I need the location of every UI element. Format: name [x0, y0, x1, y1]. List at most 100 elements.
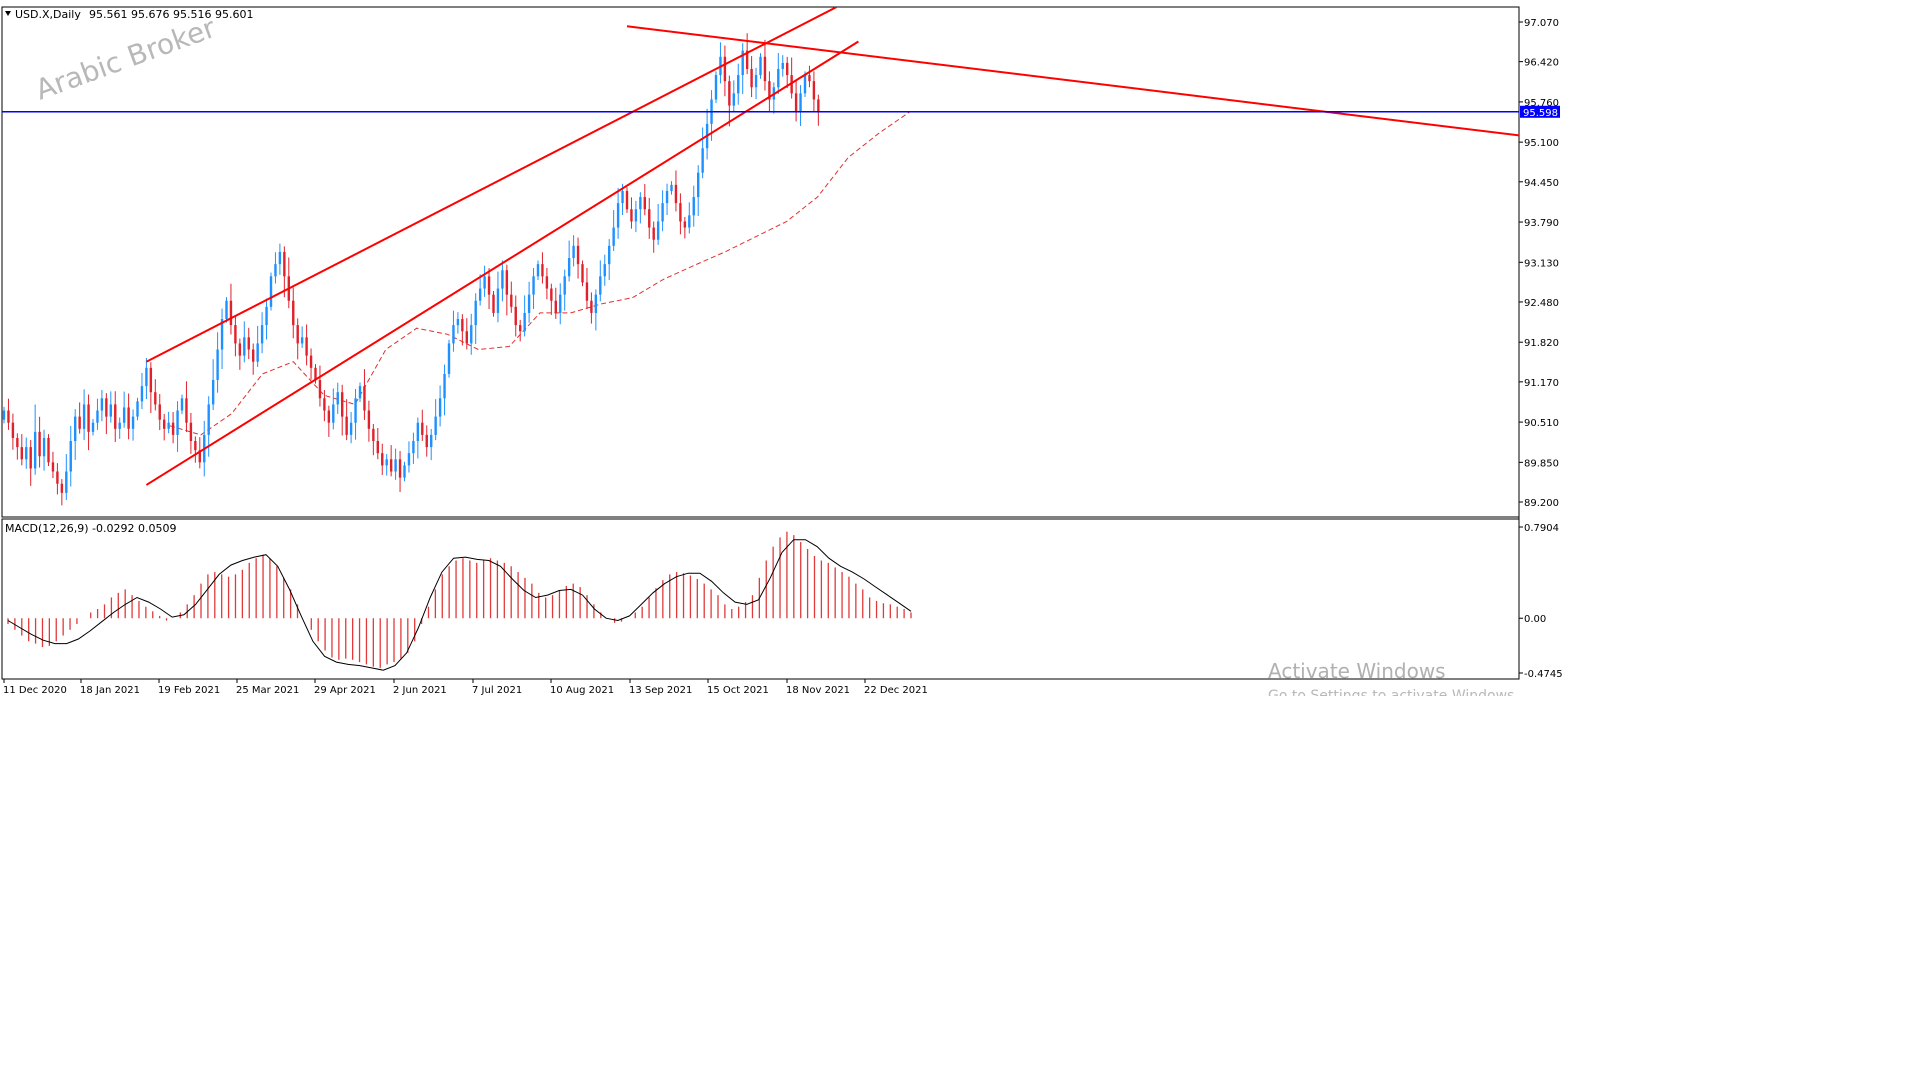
- candle-body: [198, 450, 201, 463]
- price-pane[interactable]: [1, 6, 1520, 518]
- time-tick-label: 15 Oct 2021: [707, 685, 769, 696]
- price-axis: 97.070 96.420 95.760 95.100 94.450 93.790 93.1…: [1519, 18, 1559, 509]
- candle: [625, 187, 629, 213]
- candle: [737, 63, 740, 105]
- candle: [492, 290, 495, 317]
- candle: [536, 260, 540, 280]
- candle-body: [300, 337, 304, 344]
- candle-body: [723, 56, 727, 82]
- candle-body: [603, 264, 606, 277]
- candle-body: [648, 209, 651, 228]
- candle-body: [407, 453, 411, 466]
- price-label-text: 95.598: [1523, 108, 1558, 119]
- candle-body: [69, 441, 72, 472]
- candle: [759, 53, 762, 79]
- candle: [69, 426, 72, 487]
- candle-body: [461, 319, 464, 332]
- candle-body: [670, 184, 673, 191]
- candle-body: [759, 56, 762, 76]
- candle: [670, 181, 673, 195]
- candle: [65, 454, 68, 500]
- candle-body: [634, 209, 638, 222]
- candle: [60, 479, 64, 506]
- candle-body: [532, 276, 535, 295]
- candle-body: [505, 270, 509, 295]
- price-tick-label: 95.760: [1524, 98, 1559, 109]
- price-tick-label: 89.200: [1524, 498, 1559, 509]
- candle-body: [354, 398, 357, 423]
- candle: [33, 404, 37, 475]
- candle-body: [145, 367, 148, 387]
- candle-body: [487, 276, 491, 295]
- candle: [318, 365, 322, 407]
- trendline-layer[interactable]: 95.598: [2, 0, 1748, 486]
- candle-body: [296, 325, 299, 344]
- candle: [612, 210, 615, 252]
- candle: [29, 440, 32, 486]
- candle-body: [652, 227, 655, 240]
- candle: [567, 240, 571, 282]
- candle-body: [496, 288, 500, 313]
- candle-body: [438, 398, 442, 417]
- candle-body: [794, 93, 798, 112]
- candle: [376, 427, 379, 460]
- candle: [661, 190, 664, 232]
- candle: [131, 409, 135, 441]
- candle: [688, 202, 691, 234]
- candle: [25, 437, 28, 469]
- candle: [519, 319, 522, 342]
- candle: [599, 260, 602, 302]
- candle: [127, 393, 130, 440]
- candle-body: [612, 227, 615, 246]
- symbol-menu-icon[interactable]: [5, 11, 11, 16]
- candle: [777, 53, 780, 94]
- candle-body: [367, 410, 371, 429]
- price-tick-label: 89.850: [1524, 458, 1559, 469]
- candle-body: [808, 75, 811, 82]
- price-tick-label: 91.820: [1524, 338, 1559, 349]
- candle: [96, 398, 99, 430]
- candle: [634, 200, 638, 233]
- candle-body: [777, 68, 780, 88]
- candle-body: [519, 325, 522, 332]
- candle: [714, 71, 718, 104]
- candle: [576, 237, 580, 279]
- candle-body: [105, 398, 108, 417]
- candle-body: [421, 422, 424, 435]
- candle: [763, 39, 767, 91]
- candle-body: [372, 428, 375, 442]
- candle-body: [176, 410, 179, 435]
- candle: [639, 192, 642, 224]
- macd-pane[interactable]: [1, 518, 1520, 680]
- candle: [269, 272, 273, 311]
- candle-body: [385, 459, 388, 466]
- candle: [189, 412, 193, 454]
- candle: [510, 281, 513, 313]
- candle-body: [492, 294, 495, 313]
- candle-body: [786, 62, 789, 76]
- candle: [585, 268, 589, 309]
- candle: [381, 443, 384, 475]
- candle-body: [2, 410, 6, 420]
- candle: [594, 289, 598, 331]
- candle: [91, 419, 95, 436]
- price-tick-label: 93.790: [1524, 218, 1559, 229]
- candle: [403, 461, 406, 482]
- candle: [430, 428, 433, 461]
- candle-body: [42, 437, 46, 457]
- candle: [154, 379, 157, 411]
- candle: [327, 405, 331, 437]
- candle-body: [394, 459, 397, 472]
- candle-body: [679, 203, 682, 222]
- candle-body: [256, 343, 259, 362]
- candle-body: [697, 172, 700, 198]
- candle: [140, 372, 144, 410]
- price-tick-label: 95.100: [1524, 138, 1559, 149]
- candle-body: [737, 75, 740, 94]
- candle: [225, 297, 228, 323]
- candle: [185, 381, 188, 433]
- candle: [136, 397, 139, 421]
- candle-body: [541, 264, 544, 277]
- candle: [349, 412, 353, 444]
- candle-body: [314, 367, 317, 381]
